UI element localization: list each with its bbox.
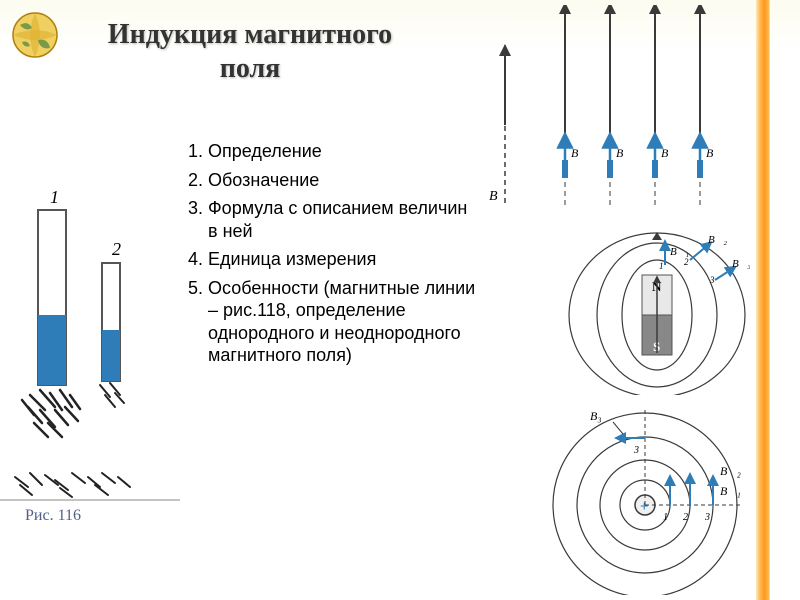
label-B: B⃗ (616, 146, 633, 160)
figure-circular-field: + B⃗₁ B⃗₂ B₃ 1 2 3 3 (545, 400, 745, 595)
label-B1: B⃗₁ (720, 484, 741, 498)
svg-text:2: 2 (683, 512, 688, 523)
label-B2: B⃗₂ (720, 464, 741, 478)
label-plus: + (640, 499, 649, 515)
decorative-orange-bar (756, 0, 770, 600)
label-2: 2 (112, 239, 121, 259)
page-title: Индукция магнитного поля (80, 18, 420, 85)
svg-text:3: 3 (704, 512, 710, 523)
label-B3: B⃗₃ (732, 258, 750, 270)
list-item: Формула с описанием величин в ней (208, 197, 480, 242)
content-list: Определение Обозначение Формула с описан… (180, 140, 480, 373)
label-B: B⃗ (661, 146, 678, 160)
figure-bar-magnet: N S B⃗₁ B⃗₂ B⃗₃ 1 2 3 (560, 225, 750, 395)
list-item: Определение (208, 140, 480, 163)
svg-text:3: 3 (709, 275, 715, 285)
label-1: 1 (50, 187, 59, 207)
ordered-list: Определение Обозначение Формула с описан… (180, 140, 480, 367)
label-B: B (489, 189, 498, 204)
label-B2: B⃗₂ (708, 234, 727, 246)
list-item: Особенности (магнитные линии – рис.118, … (208, 277, 480, 367)
svg-text:3: 3 (633, 445, 639, 456)
svg-text:2: 2 (684, 257, 689, 267)
label-B: B⃗ (571, 146, 588, 160)
figure-caption: Рис. 116 (25, 507, 81, 525)
svg-text:1: 1 (659, 261, 664, 271)
label-B3: B₃ (590, 409, 602, 423)
list-item: Обозначение (208, 169, 480, 192)
globe-icon (10, 10, 60, 60)
svg-text:1: 1 (663, 512, 668, 523)
list-item: Единица измерения (208, 248, 480, 271)
figure-uniform-field: B B⃗ B⃗ B⃗ (485, 5, 725, 205)
figure-magnets: 1 2 Рис. 116 (0, 185, 180, 525)
label-B: B⃗ (706, 146, 723, 160)
